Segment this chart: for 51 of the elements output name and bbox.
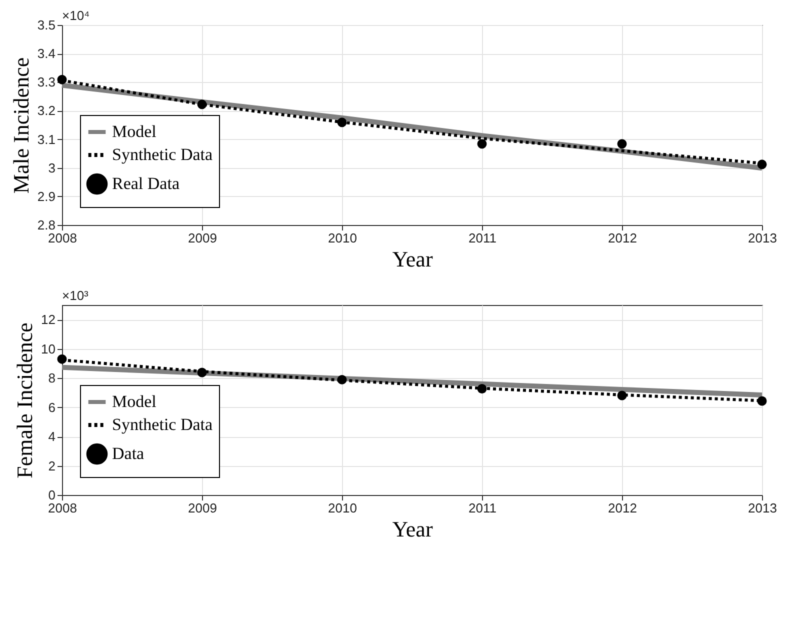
y-tick-label: 2.9 [37, 188, 56, 204]
point [617, 139, 627, 149]
y-axis-title: Female Incidence [12, 322, 38, 478]
x-axis-title: Year [392, 516, 434, 542]
x-tick-label: 2010 [328, 230, 357, 246]
y-tick-label: 3.2 [37, 103, 56, 118]
x-tick-label: 2012 [608, 230, 637, 246]
y-tick-label: 3 [48, 160, 56, 176]
y-tick-label: 3.1 [37, 132, 56, 147]
text: ×10³ [62, 288, 90, 303]
x-tick-label: 2009 [188, 500, 217, 516]
point [337, 118, 347, 128]
x-tick-label: 2008 [48, 500, 77, 516]
point [617, 390, 627, 400]
x-axis-title: Year [392, 246, 434, 272]
y-tick-label: 4 [48, 429, 56, 444]
y-tick-label: 12 [41, 312, 56, 328]
legend-label: Data [112, 444, 145, 463]
point [57, 354, 67, 364]
y-tick-label: 3.5 [37, 18, 56, 32]
y-axis-title: Male Incidence [8, 57, 34, 194]
point [477, 384, 487, 394]
x-tick-label: 2010 [328, 500, 357, 516]
x-tick-label: 2008 [48, 230, 77, 246]
y-tick-label: 10 [41, 341, 56, 356]
y-tick-label: 6 [48, 400, 56, 415]
point [757, 396, 767, 406]
y-tick-label: 2 [48, 458, 56, 474]
y-tick-label: 3.3 [37, 74, 56, 90]
y-tick-label: 0 [48, 488, 56, 502]
legend-label: Model [112, 392, 157, 411]
legend-label: Synthetic Data [112, 415, 214, 434]
x-tick-label: 2011 [468, 230, 496, 246]
legend-label: Synthetic Data [112, 145, 214, 164]
x-tick-label: 2011 [468, 500, 496, 516]
x-tick-label: 2013 [748, 500, 777, 516]
x-tick-label: 2012 [608, 500, 637, 516]
legend-label: Real Data [112, 174, 180, 193]
point [477, 139, 487, 149]
y-tick-label: 2.8 [37, 218, 56, 232]
point [757, 160, 767, 170]
x-tick-label: 2013 [748, 230, 777, 246]
point [197, 368, 207, 378]
legend-label: Model [112, 122, 157, 141]
x-tick-label: 2009 [188, 230, 217, 246]
point [337, 374, 347, 384]
point [57, 74, 67, 84]
text: ×10⁴ [62, 8, 90, 23]
y-tick-label: 8 [48, 370, 56, 386]
point [197, 100, 207, 110]
y-tick-label: 3.4 [37, 46, 56, 62]
